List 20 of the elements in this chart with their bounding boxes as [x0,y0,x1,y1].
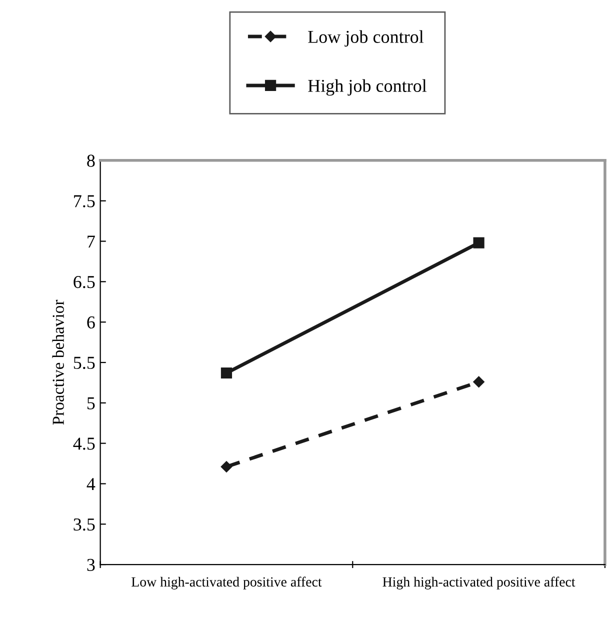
y-tick-label: 3.5 [74,518,95,531]
y-tick-label: 6 [87,316,95,329]
y-tick-label: 7 [88,236,95,248]
point [220,367,232,379]
y-tick-label: 5.5 [74,356,95,370]
legend-label: Low job control [308,30,424,47]
x-tick-label: High high-activated positive affect [382,576,576,590]
point [473,376,484,388]
y-tick-label: 6.5 [74,276,95,288]
point [473,237,484,248]
y-tick-label: 8 [87,154,95,167]
point [220,461,232,472]
y-tick-label: 5 [87,397,95,410]
y-tick-label: 4 [86,478,96,490]
y-tick-label: 3 [87,558,95,571]
y-axis-title: Proactive behavior [52,300,64,425]
legend-label: High job control [308,79,427,96]
y-tick-label: 4.5 [73,438,95,450]
y-tick-label: 7.5 [74,195,95,208]
x-tick-label: Low high-activated positive affect [132,576,322,590]
